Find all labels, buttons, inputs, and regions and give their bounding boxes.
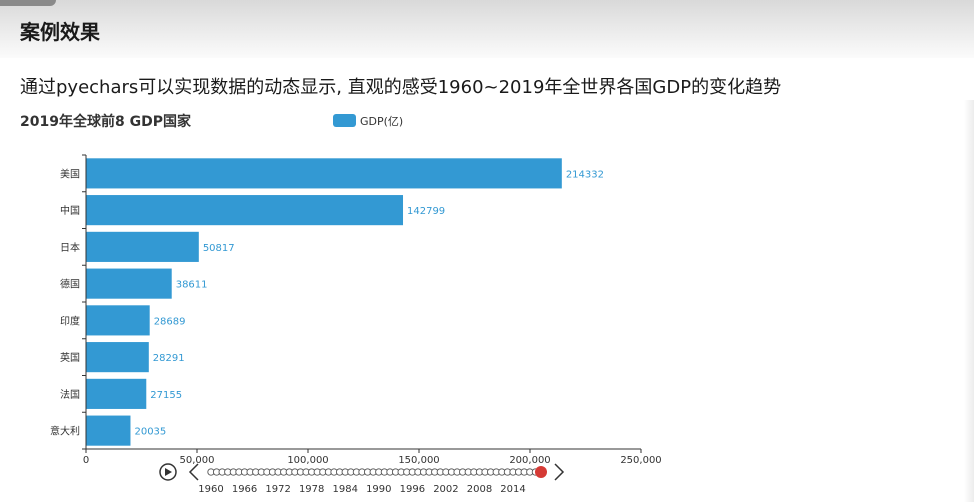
bar-value-label-7: 20035	[134, 427, 166, 438]
bar-1[interactable]	[86, 195, 404, 226]
prev-year-icon[interactable]	[188, 463, 199, 481]
next-year-icon[interactable]	[554, 463, 565, 481]
timeline-label-9: 2014	[500, 484, 525, 495]
bar-value-label-3: 38611	[176, 280, 208, 291]
bar-6[interactable]	[86, 378, 147, 409]
play-icon[interactable]	[165, 468, 172, 476]
timeline-label-5: 1990	[366, 484, 391, 495]
y-tick-label-1: 中国	[60, 204, 80, 217]
y-tick-label-5: 英国	[60, 351, 80, 364]
header-band	[0, 0, 974, 58]
bar-value-label-4: 28689	[154, 316, 186, 327]
x-tick-label-5: 250,000	[620, 455, 661, 466]
y-tick-label-4: 印度	[60, 314, 80, 327]
legend-swatch[interactable]	[333, 114, 356, 127]
corner-tab	[0, 0, 56, 6]
bar-value-label-6: 27155	[150, 390, 182, 401]
timeline-label-1: 1966	[232, 484, 257, 495]
timeline-label-7: 2002	[433, 484, 458, 495]
bar-value-label-1: 142799	[407, 206, 445, 217]
bar-2[interactable]	[86, 231, 199, 262]
y-tick-label-6: 法国	[60, 388, 80, 401]
bar-0[interactable]	[86, 158, 562, 189]
timeline-current-dot[interactable]	[535, 466, 547, 478]
play-button[interactable]	[159, 463, 177, 481]
slide-description: 通过pyechars可以实现数据的动态显示, 直观的感受1960~2019年全世…	[20, 77, 782, 98]
x-tick-label-2: 100,000	[287, 455, 328, 466]
bars-layer: 214332 142799 50817 38611 28689 28291 27155 200…	[86, 158, 604, 446]
bar-value-label-2: 50817	[203, 243, 235, 254]
legend-label[interactable]: GDP(亿)	[360, 115, 403, 128]
legend[interactable]: GDP(亿)	[333, 114, 403, 128]
bar-5[interactable]	[86, 342, 149, 373]
gdp-bar-chart: 2019年全球前8 GDP国家 GDP(亿) 214332 142799 50817…	[20, 113, 662, 495]
timeline-label-2: 1972	[265, 484, 290, 495]
timeline[interactable]: 1960 1966 1972 1978 1984 1990 1996 2002 2008 2014	[159, 463, 565, 495]
timeline-label-4: 1984	[333, 484, 358, 495]
x-tick-label-1: 50,000	[180, 455, 215, 466]
timeline-label-3: 1978	[299, 484, 324, 495]
y-tick-label-0: 美国	[60, 167, 80, 180]
y-tick-label-2: 日本	[60, 241, 80, 254]
chart-title: 2019年全球前8 GDP国家	[20, 113, 192, 130]
x-tick-label-0: 0	[83, 455, 89, 466]
timeline-label-6: 1996	[400, 484, 425, 495]
bar-value-label-5: 28291	[153, 353, 185, 364]
bar-value-label-0: 214332	[566, 169, 604, 180]
slide-title: 案例效果	[20, 20, 100, 44]
x-tick-label-3: 150,000	[398, 455, 439, 466]
x-tick-label-4: 200,000	[509, 455, 550, 466]
y-tick-label-7: 意大利	[50, 425, 80, 438]
y-tick-label-3: 德国	[60, 278, 80, 291]
bar-7[interactable]	[86, 415, 131, 446]
timeline-label-0: 1960	[198, 484, 223, 495]
bar-3[interactable]	[86, 268, 172, 299]
right-edge-shadow	[964, 100, 974, 502]
bar-4[interactable]	[86, 305, 150, 336]
timeline-label-8: 2008	[467, 484, 492, 495]
